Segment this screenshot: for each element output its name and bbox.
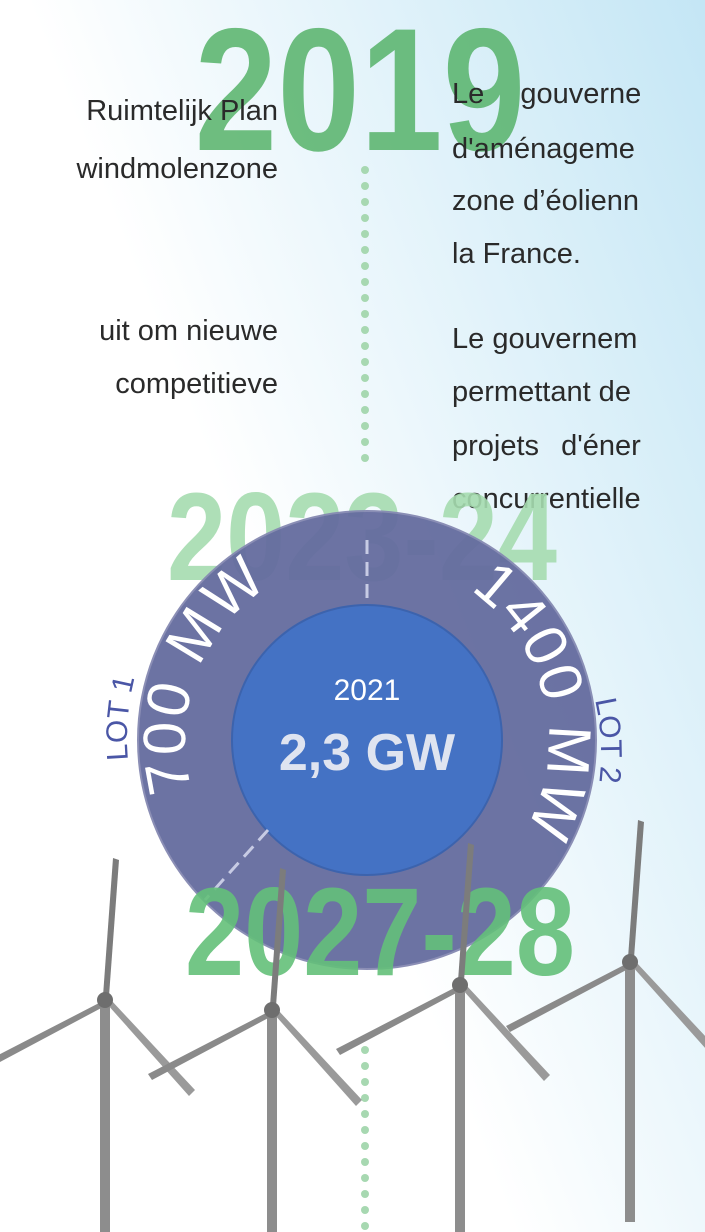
right-text-line: Le gouverne <box>452 78 641 110</box>
right-text-line: zone d’éolienn <box>452 185 639 217</box>
right-text-line: d'aménageme <box>452 133 635 165</box>
right-text-line: Le gouvernem <box>452 323 637 355</box>
right-text-line: projets d'éner <box>452 430 641 462</box>
infographic: 2019 Ruimtelijk Plan windmolenzone uit o… <box>0 0 705 1232</box>
center-total: 2,3 GW <box>279 724 456 782</box>
year-heading: 2027-28 <box>185 862 575 1002</box>
center-year: 2021 <box>334 674 401 707</box>
left-text-line: windmolenzone <box>75 153 278 185</box>
left-text-line: Ruimtelijk Plan <box>86 95 278 127</box>
right-text-line: permettant de <box>452 376 631 408</box>
left-text-line: uit om nieuwe <box>99 315 278 347</box>
page: 2019 Ruimtelijk Plan windmolenzone uit o… <box>0 0 705 1232</box>
lot-label: LOT 2 <box>588 695 627 785</box>
right-text-line: la France. <box>452 238 581 270</box>
left-text-line: competitieve <box>115 368 278 400</box>
lot-label-path: LOT 2 <box>588 695 627 785</box>
